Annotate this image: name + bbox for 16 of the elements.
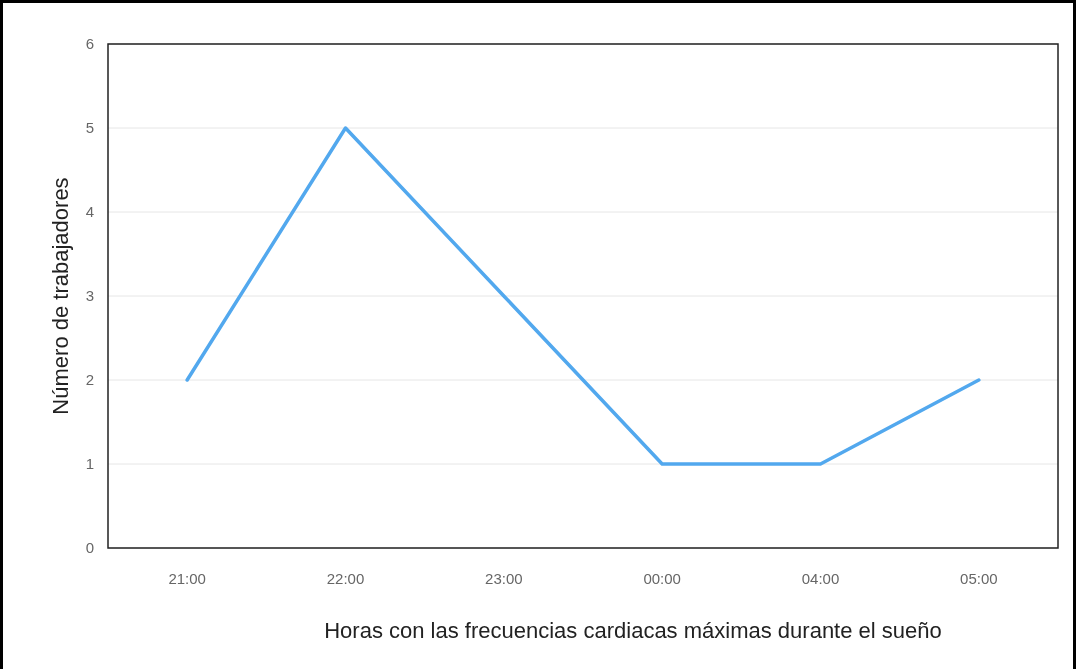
x-tick-label: 23:00 <box>485 570 523 587</box>
y-tick-label: 2 <box>85 371 94 389</box>
y-tick-label: 1 <box>85 455 94 473</box>
x-tick-label: 22:00 <box>326 570 365 587</box>
x-tick-label: 04:00 <box>801 570 840 587</box>
y-tick-label: 5 <box>85 119 94 137</box>
line-series <box>185 126 981 466</box>
x-tick-label: 21:00 <box>168 570 206 587</box>
y-axis-title: Número de trabajadores <box>48 177 73 415</box>
y-tick-label: 6 <box>85 35 94 53</box>
x-tick-label: 05:00 <box>960 570 998 587</box>
x-axis-title: Horas con las frecuencias cardiacas máximas durante el sueño <box>324 618 942 643</box>
y-tick-label: 3 <box>85 287 94 305</box>
y-tick-label: 0 <box>85 539 94 557</box>
x-tick-label: 00:00 <box>643 570 681 587</box>
y-tick-label: 4 <box>85 203 94 221</box>
